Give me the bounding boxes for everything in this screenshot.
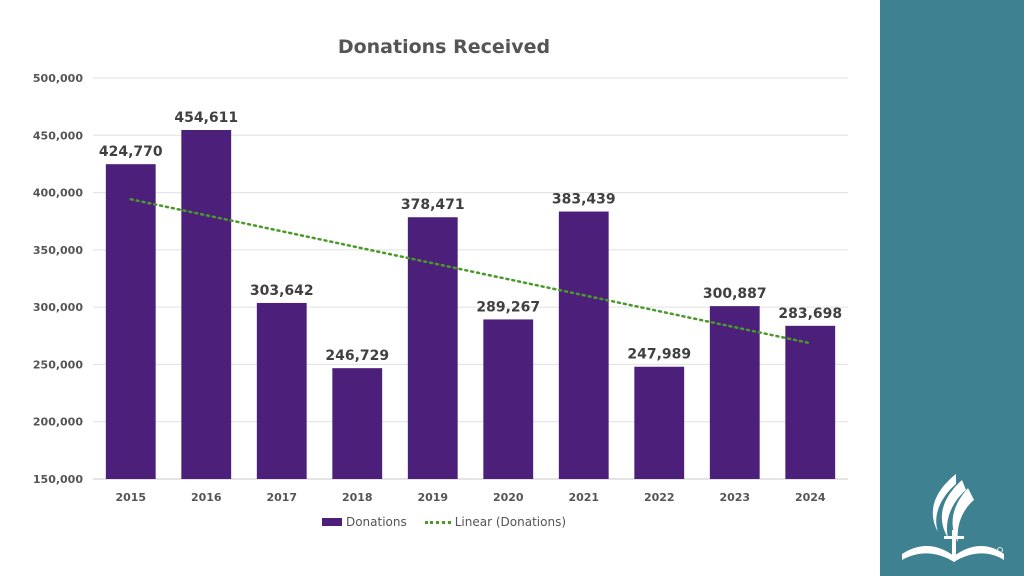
y-tick-label: 450,000 [33,129,83,142]
chart-title: Donations Received [337,36,551,58]
bar [483,319,534,479]
data-label: 283,698 [778,306,842,322]
legend-item-donations: Donations [321,515,407,529]
bar [256,302,307,479]
x-tick-label: 2017 [266,491,297,504]
x-tick-label: 2018 [342,491,373,504]
y-tick-label: 300,000 [33,301,83,314]
y-tick-label: 200,000 [33,416,83,429]
legend-label-donations: Donations [345,515,407,529]
bar [785,325,836,479]
data-label: 454,611 [174,110,238,126]
data-label: 424,770 [99,144,163,160]
bar [105,164,156,480]
x-tick-label: 2024 [795,491,826,504]
bar [634,366,685,479]
slide: Donations Received 150,000 200,000 250,000… [32,36,848,529]
legend-item-trendline: Linear (Donations) [424,515,567,529]
chart-plot: 150,000 200,000 250,000 300,000 350,000 400,0… [33,72,848,504]
church-logo-icon [902,474,1004,562]
y-tick-label: 150,000 [33,473,83,486]
y-tick-label: 500,000 [33,72,83,85]
bar [181,130,232,480]
data-label: 383,439 [552,192,616,208]
legend-swatch-donations [321,518,342,526]
data-label: 246,729 [325,348,389,364]
bar [709,306,760,479]
bar [558,211,609,480]
x-tick-label: 2015 [115,491,146,504]
data-label: 289,267 [476,299,540,315]
y-tick-label: 350,000 [33,244,83,257]
y-tick-label: 250,000 [33,358,83,371]
data-label: 247,989 [627,347,691,363]
bar [332,368,383,479]
legend-swatch-trendline [424,520,451,524]
x-tick-label: 2020 [493,491,524,504]
x-tick-label: 2023 [719,491,750,504]
bar [407,217,458,479]
legend-label-trendline: Linear (Donations) [454,515,567,529]
x-tick-label: 2016 [191,491,222,504]
x-tick-label: 2021 [568,491,599,504]
data-label: 378,471 [401,197,465,213]
y-tick-label: 400,000 [33,187,83,200]
trendline [129,198,812,345]
chart-legend: Donations Linear (Donations) [0,515,888,529]
data-label: 300,887 [703,286,767,302]
data-label: 303,642 [250,283,314,299]
x-tick-label: 2022 [644,491,675,504]
x-tick-label: 2019 [417,491,448,504]
